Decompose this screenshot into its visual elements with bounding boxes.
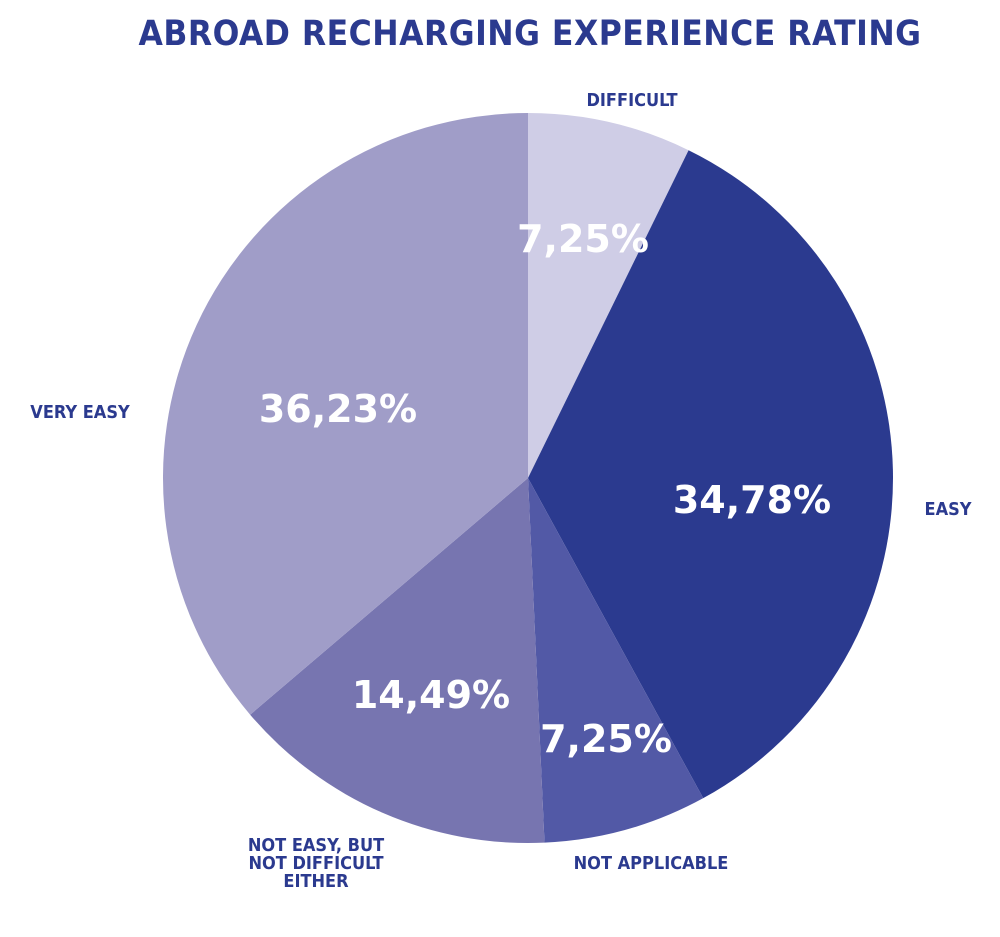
pie-slice-very-easy	[162, 113, 528, 715]
value-label-difficult: 7,25%	[517, 217, 649, 261]
value-label-not-applicable: 7,25%	[540, 717, 672, 761]
category-label-easy: EASY	[925, 499, 972, 520]
pie-slice-easy	[528, 150, 893, 799]
value-label-very-easy: 36,23%	[259, 387, 417, 431]
value-label-easy: 34,78%	[673, 478, 831, 522]
category-label-neutral: NOT EASY, BUT NOT DIFFICULT EITHER	[248, 835, 384, 892]
category-label-not-applicable: NOT APPLICABLE	[574, 853, 729, 874]
category-labels: DIFFICULT EASY NOT APPLICABLE NOT EASY, BUT…	[30, 90, 971, 892]
pie-slice-not-applicable	[528, 478, 704, 843]
value-labels: 7,25% 34,78% 7,25% 14,49% 36,23%	[259, 217, 831, 761]
category-label-very-easy: VERY EASY	[30, 402, 130, 423]
category-label-difficult: DIFFICULT	[586, 90, 677, 111]
chart-title: ABROAD RECHARGING EXPERIENCE RATING	[138, 14, 922, 54]
pie-slice-difficult	[528, 113, 689, 478]
pie-slices	[162, 113, 893, 844]
pie-slice-neutral	[250, 478, 545, 844]
value-label-neutral: 14,49%	[352, 673, 510, 717]
